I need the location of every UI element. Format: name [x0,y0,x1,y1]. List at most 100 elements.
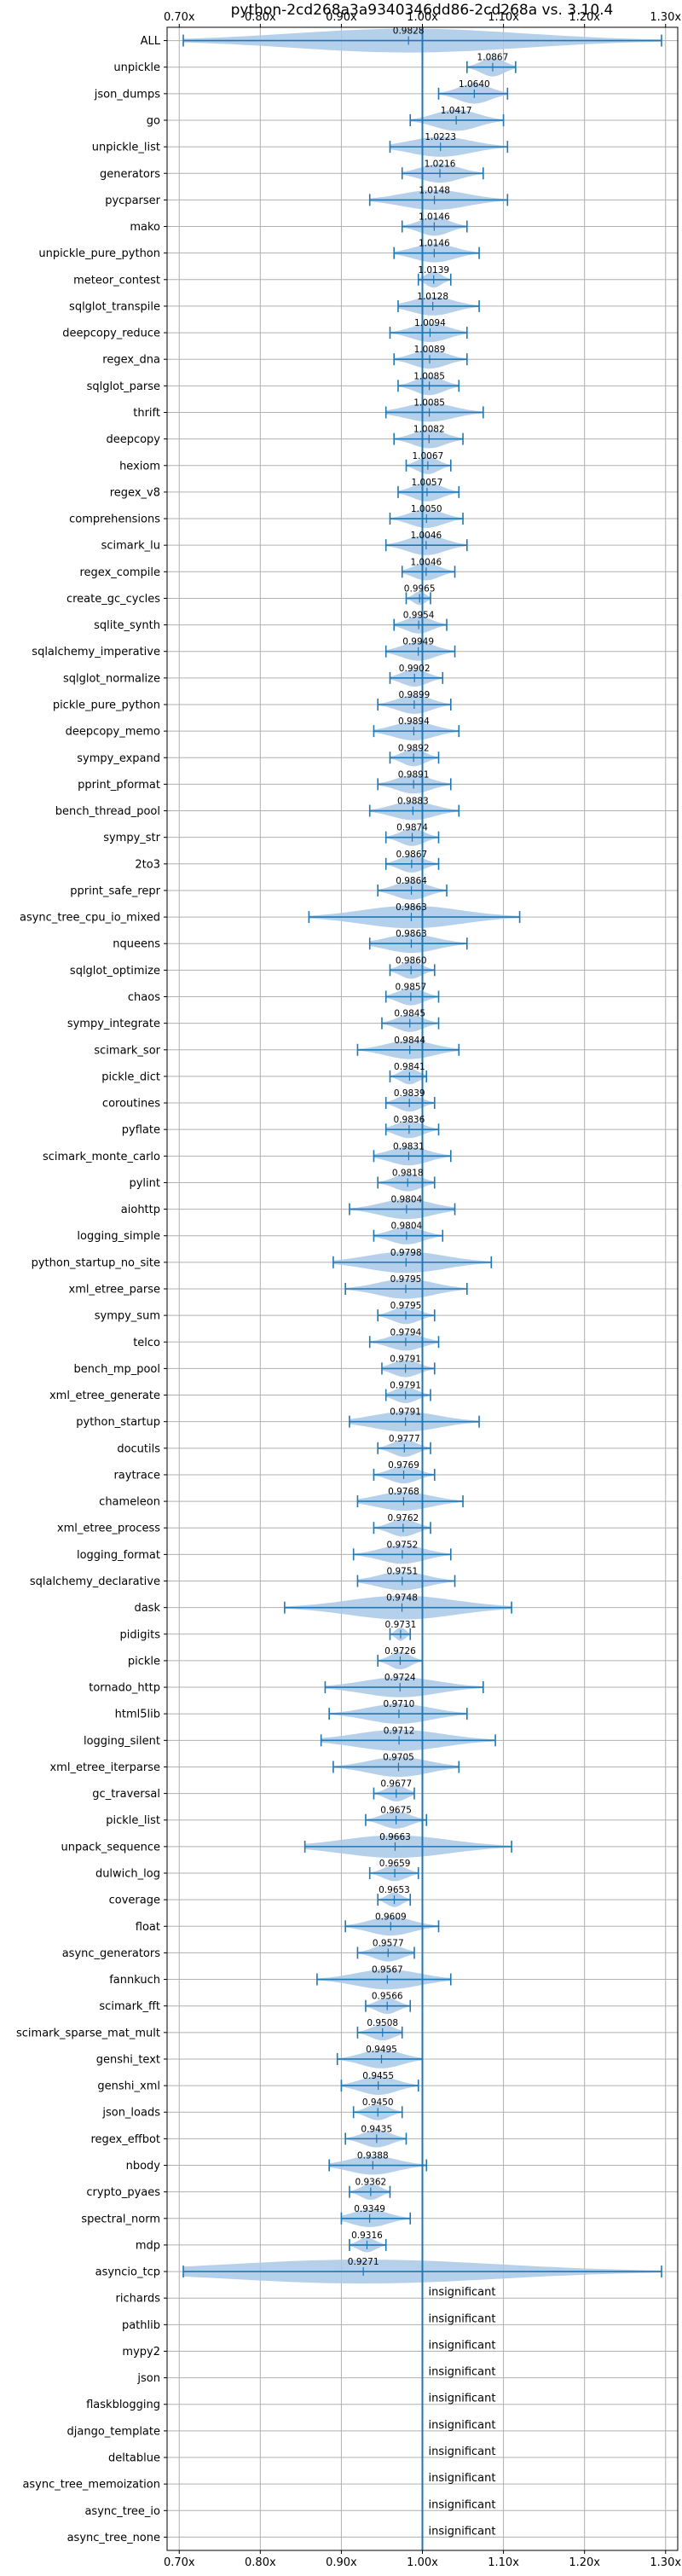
benchmark-label: bench_mp_pool [73,1363,160,1376]
benchmark-label: crypto_pyaes [86,2186,160,2199]
benchmark-label: logging_silent [84,1735,160,1748]
benchmark-label: nbody [126,2160,161,2173]
x-tick-label-bottom: 1.30x [650,2556,681,2569]
x-tick-label-top: 1.20x [569,11,600,24]
value-label: 0.9777 [389,1434,420,1444]
benchmark-label: scimark_sparse_mat_mult [16,2027,160,2039]
value-label: 1.0046 [410,531,442,541]
benchmark-label: docutils [117,1442,160,1455]
benchmark-label: deepcopy [106,433,160,446]
benchmark-label: unpickle_list [92,142,160,154]
benchmark-label: unpickle_pure_python [38,247,160,260]
x-tick-label-bottom: 0.90x [326,2556,357,2569]
x-tick-label-bottom: 0.70x [164,2556,195,2569]
value-label: 0.9839 [394,1088,425,1099]
benchmark-label: meteor_contest [73,274,160,287]
benchmark-label: sqlglot_transpile [69,300,160,313]
value-label: 1.0417 [441,106,472,116]
benchmark-label: pickle_dict [101,1070,160,1083]
value-label: 0.9731 [385,1620,417,1630]
value-label: 0.9831 [393,1141,425,1152]
value-label: 0.9954 [403,611,435,621]
value-label: 1.0216 [425,159,456,169]
value-label: 0.9844 [394,1036,425,1046]
value-label: 0.9762 [387,1513,419,1523]
value-label: 0.9949 [402,637,434,647]
value-label: 0.9798 [390,1248,422,1258]
benchmark-label: ALL [141,35,161,48]
benchmark-label: json_dumps [94,88,160,101]
x-tick-label-top: 1.00x [407,11,438,24]
benchmark-label: deepcopy_memo [66,726,160,739]
benchmark-label: logging_simple [77,1230,160,1243]
benchmark-label: 2to3 [135,858,160,871]
benchmark-label: json_loads [101,2107,160,2120]
insignificant-label: insignificant [429,2366,496,2379]
value-label: 0.9653 [379,1885,410,1895]
x-tick-label-top: 1.10x [488,11,519,24]
benchmark-label: dask [134,1602,160,1615]
benchmark-label: async_tree_cpu_io_mixed [20,912,160,925]
value-label: 0.9863 [396,929,427,939]
benchmark-label: gc_traversal [92,1788,160,1801]
value-label: 0.9712 [384,1726,415,1736]
insignificant-label: insignificant [429,2312,496,2325]
value-label: 0.9836 [394,1115,425,1125]
value-label: 0.9726 [384,1646,416,1656]
benchmark-label: pickle [128,1655,160,1668]
benchmark-label: xml_etree_process [57,1523,160,1535]
value-label: 0.9794 [390,1327,422,1337]
benchmark-label: dulwich_log [95,1868,160,1881]
value-label: 1.0146 [419,212,450,223]
insignificant-label: insignificant [429,2525,496,2538]
value-label: 0.9791 [390,1381,421,1391]
benchmark-label: regex_compile [79,566,160,579]
value-label: 0.9864 [396,876,427,886]
value-label: 1.0089 [414,345,446,355]
insignificant-label: insignificant [429,2445,496,2458]
benchmark-label: sqlite_synth [94,619,160,632]
benchmark-label: nqueens [113,938,160,951]
value-label: 1.0067 [412,451,443,461]
benchmark-label: coroutines [102,1098,160,1111]
value-label: 0.9863 [396,902,427,913]
benchmark-label: async_tree_memoization [22,2479,160,2492]
benchmark-label: coverage [109,1894,160,1907]
value-label: 0.9609 [375,1912,407,1922]
value-label: 0.9577 [373,1938,404,1948]
benchmark-label: genshi_xml [97,2080,160,2093]
benchmark-label: xml_etree_iterparse [49,1761,160,1774]
value-label: 0.9495 [366,2045,397,2055]
benchmark-label: xml_etree_generate [49,1390,160,1402]
benchmark-label: chameleon [99,1496,160,1509]
value-label: 0.9894 [398,717,430,727]
insignificant-label: insignificant [429,2286,496,2299]
value-label: 1.0148 [419,185,450,195]
value-label: 0.9768 [388,1487,419,1497]
value-label: 0.9566 [372,1992,403,2002]
benchmark-label: float [136,1921,160,1934]
value-label: 0.9965 [404,583,436,594]
x-tick-label-top: 0.70x [164,11,195,24]
benchmark-label: mypy2 [122,2346,160,2358]
value-label: 1.0046 [410,557,442,567]
benchmark-label: pidigits [120,1628,161,1641]
value-label: 0.9845 [394,1009,425,1019]
benchmark-label: telco [133,1337,160,1349]
value-label: 0.9271 [348,2257,379,2267]
value-label: 1.0057 [412,478,443,488]
benchmark-label: pylint [129,1177,160,1190]
insignificant-label: insignificant [429,2393,496,2405]
value-label: 1.0128 [417,292,448,302]
value-label: 0.9362 [355,2178,386,2188]
value-label: 0.9828 [393,26,425,37]
benchmark-label: scimark_fft [99,2000,160,2013]
benchmark-label: create_gc_cycles [66,593,160,606]
benchmark-label: django_template [67,2425,160,2438]
value-label: 1.0094 [414,318,446,328]
value-label: 0.9902 [399,664,431,674]
benchmark-label: fannkuch [109,1974,160,1987]
plot-frame [166,26,679,2551]
benchmark-label: pprint_pformat [78,779,160,792]
